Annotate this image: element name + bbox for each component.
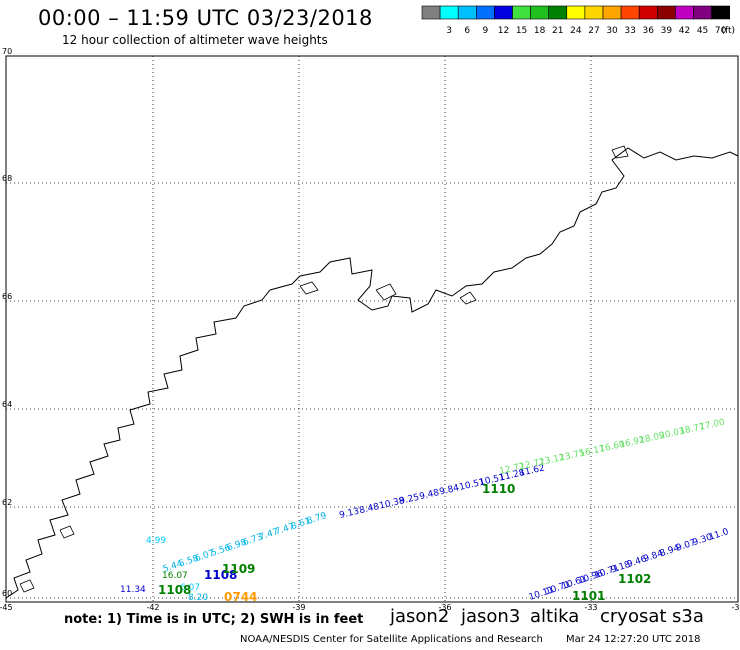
pass-time-label: 0744 [224, 590, 257, 604]
lat-label: 66 [2, 292, 12, 301]
track-value-cyan: 8.79 [306, 511, 328, 527]
coast-island [59, 525, 75, 539]
lon-label: -39 [292, 603, 305, 612]
legend-tick-label: 24 [570, 26, 582, 36]
legend-tick-label: 70 [715, 26, 727, 36]
credit-timestamp: Mar 24 12:27:20 UTC 2018 [566, 634, 701, 645]
credit-line: NOAA/NESDIS Center for Satellite Applica… [240, 634, 543, 645]
legend-tick-label: 30 [606, 26, 618, 36]
map-subtitle: 12 hour collection of altimeter wave hei… [62, 33, 328, 47]
track-value-lightgreen: 17.00 [698, 418, 726, 433]
track-value-jason2: 8.48 [358, 502, 380, 516]
legend-s3a: s3a [672, 606, 704, 627]
pass-time-label: 1102 [618, 572, 651, 586]
legend-unit: (ft) [721, 26, 735, 36]
legend-tick-label: 3 [446, 26, 452, 36]
lat-label: 62 [2, 498, 12, 507]
map-title: 00:00 – 11:59 UTC 03/23/2018 [38, 6, 373, 30]
legend-tick-label: 27 [588, 26, 599, 36]
legend-tick-label: 6 [464, 26, 470, 36]
lon-label: -30 [731, 603, 740, 612]
lon-label: -33 [584, 603, 597, 612]
lat-label: 60 [2, 589, 12, 598]
legend-tick-label: 36 [643, 26, 655, 36]
legend-tick-label: 33 [624, 26, 635, 36]
track-value-single: 8.20 [188, 593, 208, 603]
color-legend: 3 6 9 12 15 18 21 24 27 30 33 36 39 42 45 70(ft) [421, 5, 735, 36]
track-value-jason2-lower: 11.0 [708, 527, 730, 543]
coast-island [299, 281, 319, 295]
lon-label: -45 [0, 603, 13, 612]
legend-tick-label: 45 [697, 26, 708, 36]
map-frame [5, 55, 739, 603]
legend-tick-label: 21 [552, 26, 563, 36]
pass-time-label: 1110 [482, 482, 515, 496]
legend-tick-label: 42 [679, 26, 690, 36]
lon-label: -36 [438, 603, 451, 612]
track-value-jason2: 9.84 [438, 483, 460, 497]
pass-time-label: 1109 [222, 562, 255, 576]
lon-label: -42 [146, 603, 159, 612]
legend-tick-label: 15 [516, 26, 527, 36]
coast-island [459, 291, 477, 305]
legend-cryosat: cryosat [600, 606, 667, 627]
legend-jason3: jason3 [461, 606, 521, 627]
legend-tick-label: 9 [482, 26, 488, 36]
legend-altika: altika [530, 606, 580, 627]
track-value-single: 16.07 [162, 571, 188, 581]
track-value-single: 4.99 [146, 536, 166, 546]
track-value-jason2: 9.48 [418, 488, 440, 502]
legend-swatch [711, 5, 730, 20]
greenland-coastline [5, 147, 739, 599]
track-value-single: 11.34 [120, 585, 146, 595]
legend-jason2: jason2 [390, 606, 450, 627]
pass-time-label: 1108 [204, 568, 237, 582]
legend-tick-label: 12 [498, 26, 509, 36]
coast-island [611, 145, 629, 159]
legend-tick-label: 18 [534, 26, 546, 36]
pass-time-label: 1101 [572, 589, 605, 603]
legend-tick-label: 39 [661, 26, 673, 36]
coast-island [19, 579, 35, 593]
pass-time-label: 1108 [158, 583, 191, 597]
lat-label: 68 [2, 174, 12, 183]
lat-label: 70 [2, 47, 12, 56]
track-value-single: 6.07 [180, 583, 200, 593]
footnote: note: 1) Time is in UTC; 2) SWH is in fe… [64, 612, 364, 627]
lat-label: 64 [2, 400, 12, 409]
track-value-jason2: 9.13 [338, 507, 360, 521]
track-value-jason2: 9.25 [398, 493, 420, 507]
coast-island [375, 283, 397, 301]
